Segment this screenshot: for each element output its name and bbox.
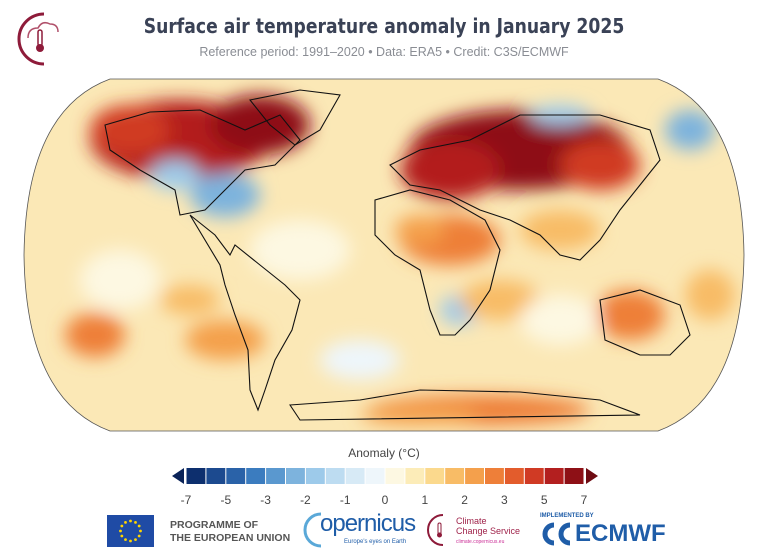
colorbar-segment	[564, 468, 584, 484]
colorbar-tick-label: -3	[260, 493, 271, 507]
colorbar-tick-label: -7	[181, 493, 192, 507]
colorbar-segment	[305, 468, 325, 484]
colorbar-title: Anomaly (°C)	[348, 446, 420, 460]
anomaly-region	[400, 140, 500, 200]
implemented-by-label: IMPLEMENTED BY	[540, 513, 594, 519]
copernicus-tagline: Europe's eyes on Earth	[344, 539, 407, 545]
map-border	[23, 78, 745, 432]
colorbar-segment	[246, 468, 266, 484]
anomaly-region	[595, 290, 665, 340]
c3s-name: Climate Change Service	[456, 516, 521, 536]
anomaly-region	[150, 160, 200, 190]
anomaly-map	[23, 78, 745, 432]
colorbar-tick-label: 2	[461, 493, 468, 507]
colorbar-segment	[345, 468, 365, 484]
colorbar-tick-label: -5	[220, 493, 231, 507]
anomaly-region	[460, 280, 540, 320]
colorbar-under-arrow	[172, 468, 184, 484]
copernicus-c-icon	[303, 512, 322, 548]
colorbar-over-arrow	[586, 468, 598, 484]
colorbar-segment	[325, 468, 345, 484]
c3s-logo-icon	[17, 12, 59, 66]
colorbar-segment	[385, 468, 405, 484]
anomaly-region	[395, 215, 445, 245]
colorbar-segment	[445, 468, 465, 484]
ecmwf-logo: ECMWF	[575, 520, 666, 547]
colorbar-segment	[206, 468, 226, 484]
colorbar-tick-label: 0	[382, 493, 389, 507]
c3s-small-logo-icon	[427, 514, 444, 546]
anomaly-region	[190, 173, 260, 217]
colorbar-segment	[405, 468, 425, 484]
colorbar-tick-label: -2	[300, 493, 311, 507]
eu-flag-icon	[107, 515, 154, 547]
coastlines	[104, 89, 691, 421]
anomaly-region	[210, 95, 310, 155]
ecmwf-logo-icon	[542, 522, 571, 546]
anomaly-region	[560, 140, 640, 190]
colorbar-segment	[485, 468, 504, 484]
anomaly-region	[520, 295, 600, 345]
colorbar-tick-label: 7	[581, 493, 588, 507]
colorbar-segment	[266, 468, 285, 484]
colorbar-segment	[365, 468, 385, 484]
map-title: Surface air temperature anomaly in Janua…	[143, 14, 625, 38]
colorbar-tick-label: -1	[340, 493, 351, 507]
anomaly-region	[160, 285, 220, 315]
colorbar-segment	[544, 468, 564, 484]
c3s-url: climate.copernicus.eu	[456, 539, 505, 545]
colorbar-segment	[226, 468, 246, 484]
colorbar-segment	[465, 468, 484, 484]
map-subtitle: Reference period: 1991–2020 • Data: ERA5…	[199, 45, 569, 59]
anomaly-region	[80, 250, 160, 310]
anomaly-region	[250, 220, 350, 280]
anomaly-region	[360, 405, 480, 425]
colorbar-segment	[425, 468, 445, 484]
colorbar-tick-label: 5	[541, 493, 548, 507]
anomaly-field	[24, 79, 744, 431]
anomaly-region	[685, 270, 735, 320]
anomaly-region	[65, 313, 125, 357]
eu-programme-text: PROGRAMME OF THE EUROPEAN UNION	[170, 519, 291, 544]
anomaly-region	[90, 105, 170, 155]
colorbar-segment	[186, 468, 206, 484]
anomaly-region	[665, 110, 715, 150]
copernicus-logo: opernicus	[320, 510, 416, 537]
anomaly-region	[520, 210, 600, 250]
colorbar-segment	[286, 468, 305, 484]
anomaly-region	[185, 320, 265, 360]
colorbar-tick-label: 1	[421, 493, 428, 507]
colorbar-tick-label: 3	[501, 493, 508, 507]
anomaly-region	[320, 340, 400, 380]
colorbar-segment	[524, 468, 544, 484]
colorbar: -7 -5 -3 -2 -1 0 1 2 3 5 7	[172, 468, 598, 507]
colorbar-segment	[504, 468, 524, 484]
